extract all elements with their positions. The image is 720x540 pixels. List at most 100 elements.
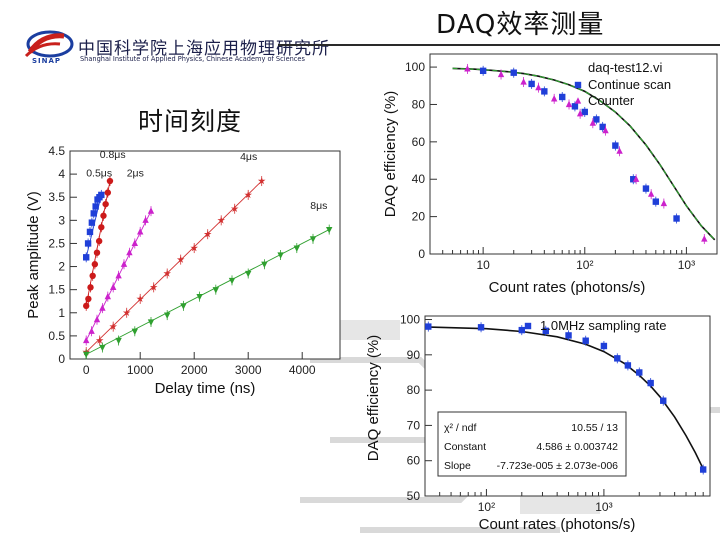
y-tick-label: 2 [58, 260, 65, 274]
x-tick-label: 4000 [289, 363, 316, 377]
data-point [115, 272, 122, 279]
data-point [89, 272, 96, 279]
series-annotation: 0.5μs [86, 167, 112, 179]
data-point [581, 108, 588, 116]
data-point [190, 244, 198, 252]
data-point [93, 315, 101, 323]
series-annotation: 2μs [127, 167, 144, 179]
daq-efficiency-chart-test12: Count rates (photons/s) DAQ efficiency (… [382, 53, 718, 296]
data-point [244, 190, 252, 199]
data-point [600, 342, 608, 350]
data-point [565, 332, 572, 339]
y-tick-label: 90 [407, 348, 421, 362]
x-tick-label: 10³ [678, 258, 695, 272]
y-axis-label: Peak amplitude (V) [25, 191, 42, 319]
data-point [497, 70, 505, 78]
data-point [464, 65, 471, 72]
logo-abbreviation: SINAP [32, 57, 62, 65]
data-point [630, 176, 637, 183]
y-tick-label: 20 [412, 210, 426, 224]
x-tick-label: 2000 [181, 363, 208, 377]
fit-stat-label: Constant [444, 441, 486, 453]
data-point [647, 190, 655, 197]
x-tick-label: 1000 [127, 363, 154, 377]
trend-line [85, 180, 263, 353]
y-tick-label: 0.5 [48, 329, 65, 343]
data-point [565, 100, 573, 108]
data-point [647, 379, 654, 387]
legend-label: Counter [588, 93, 635, 108]
data-point [528, 80, 535, 88]
legend-marker [574, 97, 582, 104]
data-point [228, 277, 236, 285]
fit-stat-value: -7.723e-005 ± 2.073e-006 [497, 460, 619, 472]
data-point [699, 466, 707, 473]
fit-stat-value: 4.586 ± 0.003742 [536, 441, 618, 453]
data-point [110, 283, 117, 290]
data-point [589, 119, 597, 126]
data-point [261, 261, 268, 269]
data-point [293, 245, 300, 252]
data-point [541, 88, 548, 95]
data-point [636, 369, 643, 376]
y-tick-label: 2.5 [48, 236, 65, 250]
data-point [277, 252, 284, 259]
data-point [122, 308, 131, 316]
data-point [425, 323, 432, 330]
x-tick-label: 10³ [595, 500, 612, 514]
data-point [136, 294, 144, 303]
data-point [612, 142, 619, 149]
data-point [632, 175, 640, 182]
y-tick-label: 3 [58, 213, 65, 227]
data-point [109, 322, 117, 330]
y-axis-label: DAQ efficiency (%) [382, 91, 399, 217]
fit-stat-label: Slope [444, 460, 471, 472]
data-point [673, 215, 680, 222]
data-point [518, 326, 525, 334]
daq-efficiency-chart-1mhz: Count rates (photons/s) DAQ efficiency (… [365, 313, 711, 533]
data-point [582, 337, 589, 344]
data-point [479, 67, 487, 75]
x-tick-label: 10² [576, 258, 593, 272]
data-point [180, 303, 187, 310]
trend-line [85, 229, 330, 355]
data-point [599, 123, 606, 131]
data-point [99, 344, 106, 352]
data-point [84, 240, 92, 247]
y-tick-label: 60 [412, 135, 426, 149]
data-point [83, 302, 90, 310]
y-tick-label: 1.5 [48, 283, 65, 297]
y-tick-label: 50 [407, 489, 421, 503]
data-point [95, 336, 104, 344]
data-point [245, 270, 252, 278]
data-point [196, 294, 203, 301]
data-point [147, 207, 155, 214]
data-point [571, 103, 579, 110]
fit-curve [452, 67, 716, 241]
y-tick-label: 4.5 [48, 144, 65, 158]
data-point [104, 189, 112, 196]
legend-marker [574, 81, 582, 89]
data-point [477, 324, 485, 331]
y-tick-label: 3.5 [48, 190, 65, 204]
data-point [520, 78, 527, 85]
header-rule [278, 44, 720, 46]
data-point [326, 226, 333, 234]
legend-title: daq-test12.vi [588, 60, 663, 75]
fit-stat-value: 10.55 / 13 [571, 422, 618, 434]
fit-stat-label: χ² / ndf [444, 422, 476, 434]
data-point [576, 110, 584, 117]
y-axis-label: DAQ efficiency (%) [365, 335, 382, 461]
y-tick-label: 80 [407, 383, 421, 397]
data-point [98, 191, 105, 199]
x-tick-label: 10 [476, 258, 490, 272]
institute-name-english: Shanghai Institute of Applied Physics, C… [80, 55, 305, 63]
x-axis-label: Count rates (photons/s) [489, 279, 646, 296]
x-tick-label: 3000 [235, 363, 262, 377]
data-point [83, 336, 90, 344]
legend-marker [524, 322, 532, 330]
legend-label: Continue scan [588, 77, 671, 92]
data-point [212, 287, 219, 294]
data-point [176, 255, 185, 263]
data-point [88, 327, 95, 334]
